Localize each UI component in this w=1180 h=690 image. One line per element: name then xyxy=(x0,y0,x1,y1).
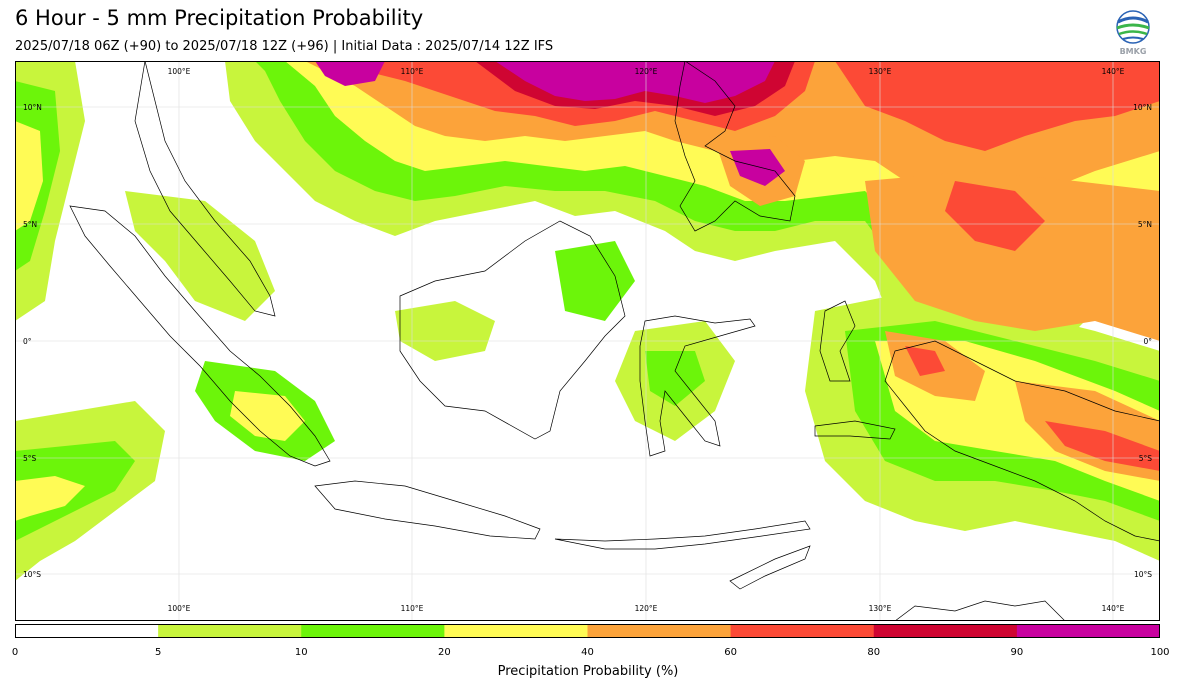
lon-label-140: 140°E xyxy=(1102,67,1125,76)
latitude-labels-right: 10°N 5°N 0° 5°S 10°S xyxy=(1133,103,1152,579)
malay-peninsula-coastline xyxy=(134,61,276,317)
lon-label-100-bottom: 100°E xyxy=(168,604,191,613)
timor-coastline xyxy=(729,545,811,590)
lon-label-120: 120°E xyxy=(635,67,658,76)
lat-label-10n: 10°N xyxy=(23,103,42,112)
lat-label-5s: 5°S xyxy=(23,454,37,463)
colorbar-tick-label: 20 xyxy=(438,647,451,658)
precipitation-map: 100°E 110°E 120°E 130°E 140°E 100°E 110°… xyxy=(15,61,1160,621)
map-title: 6 Hour - 5 mm Precipitation Probability xyxy=(15,6,424,30)
lat-label-10s-right: 10°S xyxy=(1134,570,1152,579)
java-coastline xyxy=(314,480,541,540)
colorbar-bin-20-40 xyxy=(444,624,588,638)
colorbar-frame xyxy=(15,624,1160,638)
map-subtitle: 2025/07/18 06Z (+90) to 2025/07/18 12Z (… xyxy=(15,39,554,54)
lon-label-100: 100°E xyxy=(168,67,191,76)
probability-field xyxy=(15,61,1160,581)
colorbar-tick-label: 80 xyxy=(867,647,881,658)
colorbar-bin-5-10 xyxy=(158,624,302,638)
australia-coastline xyxy=(894,600,1066,621)
colorbar-tick-label: 10 xyxy=(294,647,308,658)
lat-label-5s-right: 5°S xyxy=(1139,454,1153,463)
gridlines xyxy=(15,61,1160,621)
lat-label-10n-right: 10°N xyxy=(1133,103,1152,112)
colorbar-bin-80-90 xyxy=(873,624,1018,638)
colorbar-tick-label: 100 xyxy=(1150,647,1170,658)
latitude-labels-left: 10°N 5°N 0° 5°S 10°S xyxy=(23,103,42,579)
halmahera-coastline xyxy=(819,300,856,382)
lon-label-110: 110°E xyxy=(401,67,424,76)
lat-label-10s: 10°S xyxy=(23,570,41,579)
borneo-coastline xyxy=(399,220,626,440)
colorbar-bin-90-100 xyxy=(1016,624,1160,638)
lat-label-5n: 5°N xyxy=(23,220,37,229)
seram-coastline xyxy=(814,420,896,440)
longitude-labels-top: 100°E 110°E 120°E 130°E 140°E xyxy=(168,67,1125,76)
lesser-sunda-coastline xyxy=(554,520,811,550)
lon-label-140-bottom: 140°E xyxy=(1102,604,1125,613)
sumatra-coastline xyxy=(69,205,331,467)
colorbar-bin-60-80 xyxy=(730,624,875,638)
colorbar-tick-label: 0 xyxy=(11,647,19,658)
lat-label-0: 0° xyxy=(23,337,32,346)
colorbar-bin-10-20 xyxy=(301,624,445,638)
lat-label-0-right: 0° xyxy=(1143,337,1152,346)
colorbar-tick-label: 40 xyxy=(581,647,594,658)
colorbar-tick-label: 5 xyxy=(154,647,162,658)
colorbar-tick-label: 90 xyxy=(1010,647,1024,658)
colorbar-title: Precipitation Probability (%) xyxy=(497,664,679,679)
colorbar xyxy=(15,624,1160,638)
bmkg-logo-icon: BMKG xyxy=(1116,10,1150,56)
longitude-labels-bottom: 100°E 110°E 120°E 130°E 140°E xyxy=(168,604,1125,613)
coastlines xyxy=(69,61,1160,621)
philippines-coastline xyxy=(674,61,796,232)
lat-label-5n-right: 5°N xyxy=(1138,220,1152,229)
colorbar-tick-label: 60 xyxy=(724,647,737,658)
lon-label-130-bottom: 130°E xyxy=(869,604,892,613)
lon-label-120-bottom: 120°E xyxy=(635,604,658,613)
colorbar-bin-40-60 xyxy=(587,624,732,638)
map-frame xyxy=(15,61,1160,621)
lon-label-130: 130°E xyxy=(869,67,892,76)
sulawesi-coastline xyxy=(639,315,756,457)
logo-text: BMKG xyxy=(1120,47,1147,56)
lon-label-110-bottom: 110°E xyxy=(401,604,424,613)
colorbar-bin-0-5 xyxy=(15,624,159,638)
new-guinea-coastline xyxy=(884,340,1160,542)
